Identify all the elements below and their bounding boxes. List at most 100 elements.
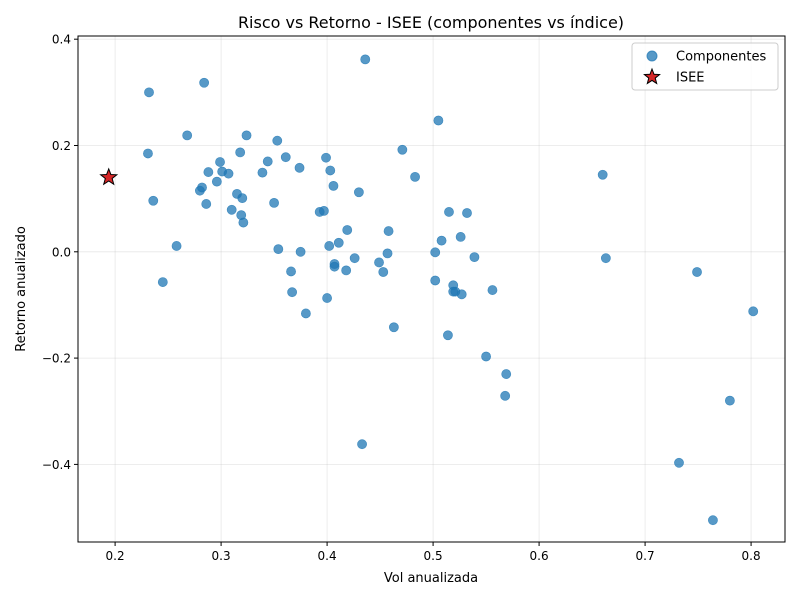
componente-point [201, 199, 212, 209]
componente-point [481, 351, 491, 362]
componente-point [300, 308, 311, 319]
componente-point [333, 237, 344, 248]
componente-point [328, 180, 339, 191]
componente-point [501, 369, 512, 379]
y-tick-label: −0.2 [42, 352, 71, 366]
componente-point [748, 306, 759, 317]
componente-point [341, 265, 352, 276]
componente-point [436, 235, 447, 246]
plot-area [78, 36, 785, 542]
x-tick-label: 0.2 [106, 549, 125, 563]
componente-point [360, 54, 371, 65]
componente-point [455, 232, 466, 242]
data-points [99, 54, 759, 526]
legend-componentes-marker [646, 50, 658, 62]
componente-point [319, 205, 329, 216]
componente-point [329, 261, 340, 272]
componente-point [280, 152, 291, 163]
y-tick-label: 0.4 [52, 33, 71, 47]
componente-point [456, 289, 467, 300]
isee-point [99, 167, 119, 186]
componente-point [397, 144, 408, 155]
componente-point [143, 148, 153, 159]
x-tick-label: 0.8 [742, 549, 761, 563]
componente-point [241, 130, 252, 141]
componente-point [237, 193, 248, 204]
legend-isee-marker [643, 67, 661, 85]
componente-point [272, 135, 283, 146]
componente-point [257, 167, 268, 178]
x-tick-label: 0.4 [318, 549, 337, 563]
componente-point [321, 152, 331, 163]
x-tick-label: 0.3 [212, 549, 231, 563]
componente-point [462, 208, 472, 218]
componente-point [199, 77, 210, 88]
componente-point [294, 162, 305, 173]
legend-componentes-label: Componentes [676, 50, 766, 65]
componente-point [692, 267, 702, 277]
componente-point [238, 217, 249, 228]
componente-point [226, 204, 237, 215]
axis-ticks: 0.2 0.3 0.4 0.5 0.6 0.7 0.8 −0.4 −0.2 0.0 0.2 0.4 [42, 33, 761, 563]
y-tick-label: −0.4 [42, 458, 71, 472]
componente-point [487, 285, 498, 295]
y-tick-label: 0.0 [52, 245, 71, 259]
componente-point [324, 241, 335, 251]
componente-point [430, 275, 441, 286]
componente-point [410, 171, 420, 182]
y-tick-label: 0.2 [52, 139, 71, 153]
componente-point [148, 195, 159, 206]
grid [78, 36, 785, 542]
componente-point [223, 168, 234, 179]
componente-point [433, 115, 444, 126]
componente-point [322, 293, 332, 303]
componente-point [724, 395, 735, 406]
componente-point [203, 167, 214, 177]
x-tick-label: 0.7 [636, 549, 655, 563]
legend-box [631, 42, 779, 91]
componente-point [182, 130, 193, 141]
componente-point [144, 87, 154, 98]
componente-point [211, 176, 222, 187]
componente-point [382, 248, 393, 259]
componente-point [600, 253, 611, 264]
y-axis-label: Retorno anualizado [14, 226, 29, 352]
componente-point [353, 187, 364, 198]
componente-point [286, 266, 296, 277]
componente-point [295, 246, 306, 257]
componente-point [378, 267, 389, 277]
componente-point [215, 157, 225, 167]
componente-point [235, 147, 246, 158]
legend-isee-label: ISEE [676, 71, 705, 86]
componente-point [273, 244, 284, 255]
componente-point [674, 457, 684, 468]
componente-point [269, 197, 279, 208]
componente-point [262, 156, 273, 167]
componente-point [171, 241, 182, 251]
componente-point [430, 247, 441, 258]
componente-point [383, 226, 394, 236]
componente-point [443, 330, 453, 341]
componente-point [357, 439, 367, 450]
componente-point [388, 322, 399, 333]
componente-point [500, 390, 511, 401]
componente-point [349, 253, 360, 264]
componente-point [287, 287, 298, 298]
componente-point [469, 252, 480, 263]
legend: Componentes ISEE [631, 42, 779, 91]
componente-point [374, 257, 384, 268]
componente-point [194, 185, 205, 196]
x-tick-label: 0.6 [530, 549, 549, 563]
chart-title: Risco vs Retorno - ISEE (componentes vs … [238, 13, 624, 32]
x-axis-label: Vol anualizada [384, 571, 478, 586]
x-tick-label: 0.5 [424, 549, 443, 563]
componente-point [708, 515, 718, 526]
componente-point [342, 225, 353, 235]
componente-point [157, 277, 168, 287]
componente-point [325, 165, 336, 176]
componente-point [444, 207, 454, 217]
plot-frame [77, 35, 786, 543]
componente-point [597, 169, 608, 180]
